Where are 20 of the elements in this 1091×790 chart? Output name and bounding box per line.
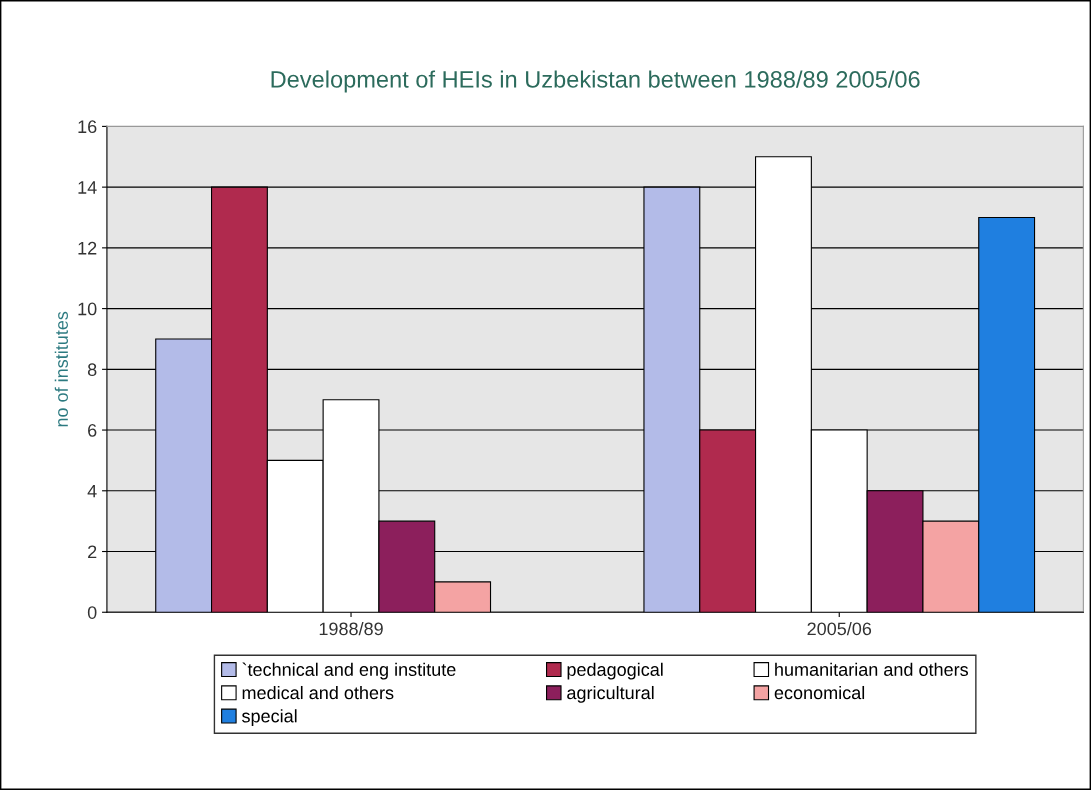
chart-title: Development of HEIs in Uzbekistan between 1988/89 2005/06 <box>271 70 920 93</box>
legend-label: economical <box>774 685 865 700</box>
legend-label: pedagogical <box>567 662 663 680</box>
legend-label: special <box>242 709 297 727</box>
legend-label: agricultural <box>567 685 654 703</box>
x-tick-label: 1988/89 <box>319 621 383 636</box>
y-tick-label: 12 <box>78 241 97 255</box>
y-tick-label: 16 <box>78 120 97 134</box>
legend-label: humanitarian and others <box>775 662 969 676</box>
x-tick-label: 2005/06 <box>807 621 872 636</box>
y-tick-label: 8 <box>87 363 97 377</box>
y-axis-title: no of institutes <box>54 311 68 427</box>
legend-label: `technical and eng institute <box>242 662 456 680</box>
legend-label: medical and others <box>242 685 394 700</box>
y-tick-label: 4 <box>87 484 97 498</box>
y-tick-label: 2 <box>88 545 97 559</box>
y-tick-label: 0 <box>87 606 97 619</box>
y-tick-label: 14 <box>78 181 97 194</box>
y-tick-label: 6 <box>88 423 97 437</box>
y-tick-label: 10 <box>78 302 97 316</box>
